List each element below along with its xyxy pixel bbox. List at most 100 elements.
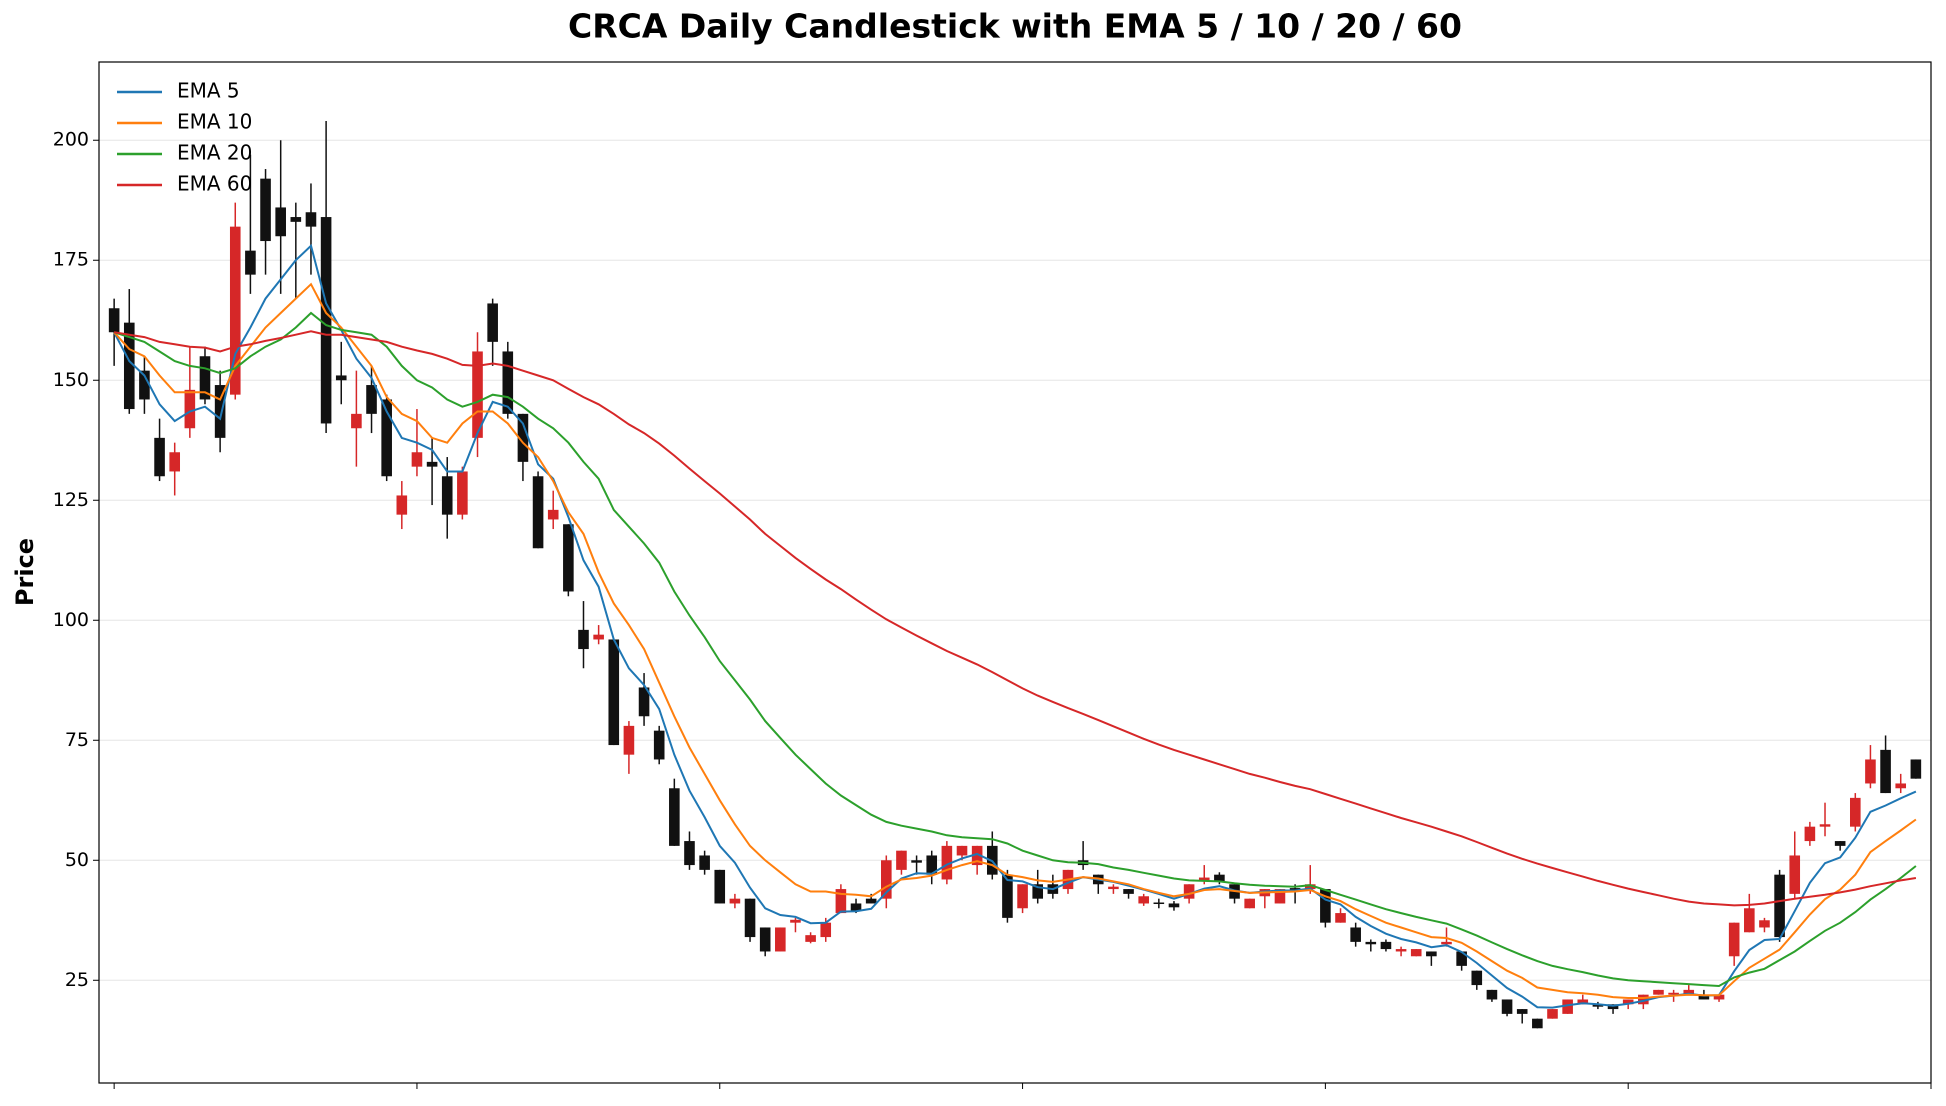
candle-body [1910, 759, 1922, 779]
legend-label: EMA 10 [177, 110, 252, 134]
legend-label: EMA 20 [177, 141, 252, 165]
candle-body [1108, 886, 1119, 890]
candle-body [1789, 855, 1801, 894]
candle-body [1138, 896, 1149, 904]
candle-body [1728, 922, 1740, 957]
candle-body [1017, 884, 1028, 909]
candle-body [199, 356, 211, 400]
candle-body [396, 495, 408, 515]
candle-body [775, 927, 786, 952]
candle-body [1365, 941, 1377, 945]
y-tick-label: 150 [53, 369, 89, 391]
candle-body [1410, 949, 1422, 957]
candle-body [1002, 874, 1013, 918]
candle-body [1653, 989, 1664, 995]
candle-body [911, 860, 922, 863]
y-tick-label: 25 [65, 969, 89, 991]
candle-body [1683, 989, 1695, 995]
candle-body [335, 375, 347, 381]
candle-body [1471, 970, 1483, 986]
candle-body [578, 629, 589, 650]
candle-body [926, 855, 938, 875]
y-axis-label: Price [11, 538, 39, 606]
candle-body [1774, 874, 1785, 938]
candle-body [669, 788, 680, 846]
candle-body [1638, 994, 1649, 1005]
candle-body [1123, 889, 1134, 894]
candle-body [457, 471, 468, 515]
candle-body [1274, 889, 1286, 904]
candle-body [1759, 920, 1770, 928]
candle-body [971, 845, 983, 866]
candle-body [532, 476, 544, 549]
candle-body [729, 898, 741, 904]
candle-body [623, 725, 635, 755]
candle-body [139, 370, 150, 400]
candle-body [169, 452, 181, 472]
candle-body [275, 207, 286, 237]
candle-body [441, 476, 453, 515]
candle-body [1183, 884, 1195, 899]
candle-body [229, 226, 241, 395]
candle-body [1547, 1009, 1558, 1019]
candle-body [1880, 749, 1891, 794]
candle-body [593, 634, 604, 640]
candle-body [214, 385, 226, 438]
candle-body [714, 869, 726, 904]
candle-body [653, 730, 665, 760]
ema-line [113, 311, 1917, 988]
y-tick-label: 125 [53, 489, 89, 511]
candle-body [547, 509, 559, 520]
candle-body [759, 927, 771, 952]
candle-body [1380, 941, 1392, 950]
candle-body [1501, 999, 1513, 1014]
candle-body [941, 845, 953, 880]
candle-body [1592, 1004, 1604, 1007]
candle-body [260, 178, 271, 242]
candle-body [820, 922, 832, 938]
candle-body [1441, 941, 1452, 945]
legend-label: EMA 60 [177, 172, 252, 196]
candle-body [1668, 992, 1679, 995]
candles [108, 121, 1922, 1029]
candle-body [850, 903, 862, 911]
candle-body [1214, 874, 1225, 882]
candle-body [1168, 903, 1180, 908]
candle-body [1289, 888, 1301, 891]
candle-body [411, 452, 423, 467]
candle-body [487, 303, 498, 342]
candle-body [305, 212, 317, 227]
candle-body [835, 889, 847, 914]
candle-body [1244, 898, 1255, 909]
candle-body [1713, 994, 1725, 1000]
y-tick-label: 175 [53, 249, 89, 271]
candle-body [502, 351, 514, 414]
candle-body [1834, 841, 1846, 846]
candle-body [684, 841, 695, 866]
candle-body [290, 217, 302, 222]
ema-line [113, 282, 1917, 999]
candle-body [1532, 1018, 1543, 1029]
candle-body [1819, 824, 1831, 827]
candle-body [881, 860, 892, 899]
candle-body [1395, 949, 1407, 952]
candle-body [1804, 826, 1816, 842]
candle-body [1198, 877, 1210, 881]
candle-body [1516, 1009, 1528, 1014]
candle-body [699, 855, 710, 870]
candle-body [608, 639, 620, 746]
candle-body [1744, 908, 1755, 933]
candle-body [956, 845, 968, 856]
plot-frame [98, 61, 1932, 1084]
candle-body [638, 687, 650, 717]
y-tick-label: 75 [65, 729, 89, 751]
ema-line [113, 330, 1917, 907]
chart-title: CRCA Daily Candlestick with EMA 5 / 10 /… [568, 7, 1462, 46]
candle-body [865, 898, 877, 904]
candle-body [896, 850, 907, 870]
candle-body [366, 385, 377, 414]
candle-body [245, 250, 256, 275]
candle-body [1577, 999, 1589, 1005]
